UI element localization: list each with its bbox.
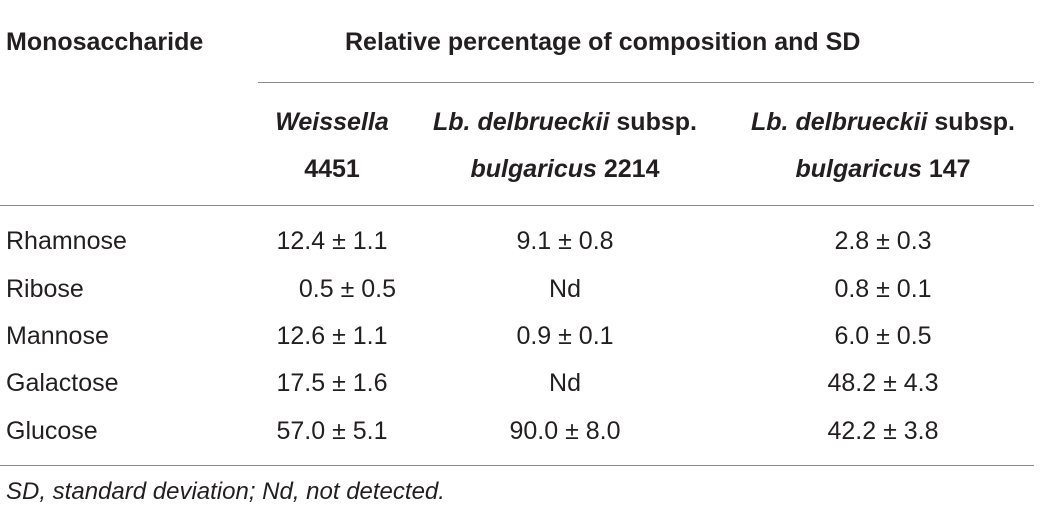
table-cell: 9.1 ± 0.8	[516, 227, 614, 255]
stub-header: Monosaccharide	[6, 28, 204, 56]
spanner-rule	[258, 82, 1034, 83]
column-header-2-line1: Lb. delbrueckii subsp.	[433, 108, 697, 136]
table-cell: 57.0 ± 5.1	[276, 417, 388, 445]
table-cell: Nd	[549, 275, 581, 303]
bottom-rule	[0, 465, 1034, 466]
table-cell: 90.0 ± 8.0	[509, 417, 621, 445]
column-header-1-line2: 4451	[304, 155, 360, 183]
table-cell: 48.2 ± 4.3	[827, 369, 939, 397]
table-cell: 0.9 ± 0.1	[516, 322, 614, 350]
spanner-header: Relative percentage of composition and S…	[345, 28, 861, 56]
row-label: Mannose	[6, 322, 109, 350]
table-cell: 17.5 ± 1.6	[276, 369, 388, 397]
table-cell: 12.4 ± 1.1	[276, 227, 388, 255]
table-cell: 6.0 ± 0.5	[834, 322, 932, 350]
table-footnote: SD, standard deviation; Nd, not detected…	[6, 478, 445, 505]
column-header-3-line2: bulgaricus 147	[795, 155, 971, 183]
row-label: Rhamnose	[6, 227, 127, 255]
table-cell: 2.8 ± 0.3	[834, 227, 932, 255]
table-cell: 0.5 ± 0.5	[298, 275, 396, 303]
row-label: Glucose	[6, 417, 98, 445]
table-cell: Nd	[549, 369, 581, 397]
table-cell: 42.2 ± 3.8	[827, 417, 939, 445]
row-label: Ribose	[6, 275, 84, 303]
column-header-1-line1: Weissella	[275, 108, 389, 136]
header-rule	[0, 205, 1034, 206]
table-cell: 12.6 ± 1.1	[276, 322, 388, 350]
column-header-2-line2: bulgaricus 2214	[470, 155, 660, 183]
row-label: Galactose	[6, 369, 119, 397]
column-header-3-line1: Lb. delbrueckii subsp.	[751, 108, 1015, 136]
table-cell: 0.8 ± 0.1	[834, 275, 932, 303]
